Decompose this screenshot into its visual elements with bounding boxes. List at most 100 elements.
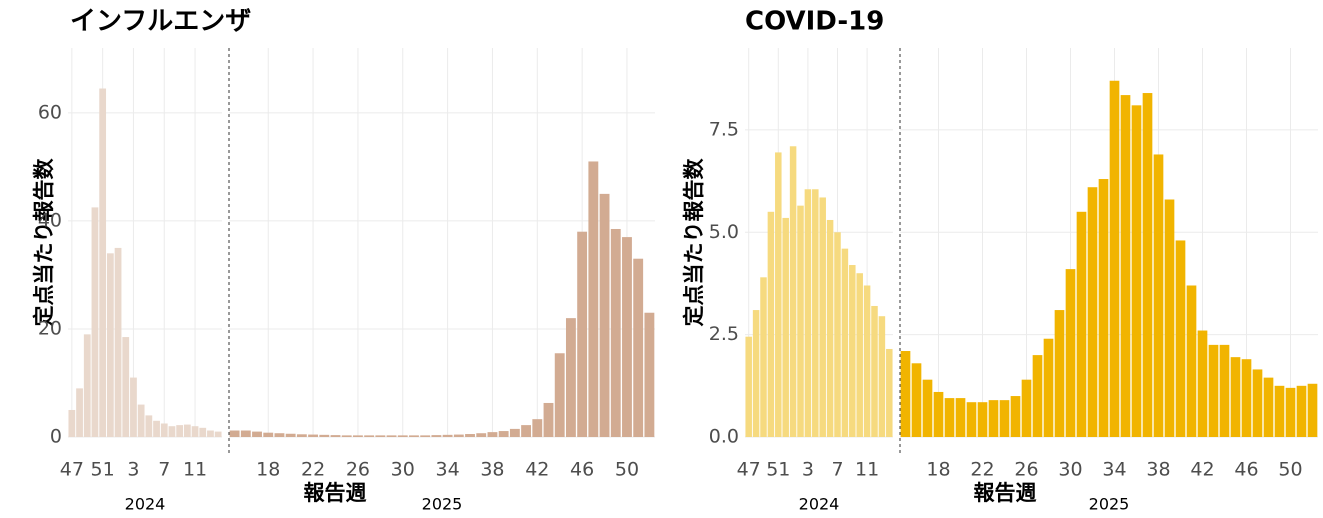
bar [1307, 383, 1318, 437]
x-tick-label: 51 [766, 459, 790, 481]
x-tick-label: 7 [831, 459, 843, 481]
bar [1175, 240, 1186, 437]
bar [966, 402, 977, 437]
bar [1043, 338, 1054, 437]
bar [565, 318, 576, 437]
bar [1032, 355, 1043, 437]
bar [375, 435, 386, 437]
bar [841, 248, 849, 437]
x-tick-label: 26 [1014, 459, 1038, 481]
bar [988, 400, 999, 437]
y-tick-label: 40 [38, 209, 62, 231]
bar [767, 211, 775, 437]
bar [1098, 179, 1109, 437]
x-tick-label: 11 [183, 459, 207, 481]
x-tick-label: 34 [1102, 459, 1126, 481]
x-tick-label: 50 [1278, 459, 1302, 481]
bar [263, 432, 274, 437]
bar [176, 425, 184, 437]
bar [1109, 80, 1120, 437]
bar [442, 434, 453, 437]
bar [364, 435, 375, 437]
bar [106, 253, 114, 437]
bar [745, 336, 752, 437]
x-tick-label: 3 [802, 459, 814, 481]
bar [760, 277, 767, 437]
bar [386, 435, 397, 437]
bar [252, 431, 262, 437]
y-tick-label: 2.5 [709, 323, 739, 345]
bar [521, 425, 532, 437]
bar [183, 424, 191, 437]
x-tick-label: 30 [391, 459, 415, 481]
bar [431, 435, 442, 437]
bar [465, 434, 475, 437]
x-tick-label: 18 [926, 459, 950, 481]
x-tick-label: 47 [737, 459, 761, 481]
x-tick-label: 22 [301, 459, 325, 481]
bar [999, 400, 1010, 437]
bar [871, 305, 878, 437]
bar [1230, 357, 1241, 437]
x-axis-title: 報告週 [974, 481, 1037, 505]
bar [130, 377, 137, 437]
x-tick-label: 38 [1146, 459, 1170, 481]
bar [797, 205, 804, 437]
bar [330, 435, 341, 437]
bar [1219, 344, 1230, 437]
bar [1054, 310, 1065, 437]
bar [420, 435, 431, 437]
bar [168, 426, 176, 437]
bar [229, 430, 240, 437]
bar [319, 434, 330, 437]
x-tick-label: 51 [91, 459, 115, 481]
x-tick-label: 46 [570, 459, 594, 481]
bar [1065, 269, 1076, 437]
bar [633, 258, 644, 437]
bar [812, 189, 819, 437]
y-tick-label: 20 [38, 317, 62, 339]
bar [977, 402, 988, 437]
bar [826, 219, 834, 437]
bar [933, 391, 944, 437]
bar [160, 423, 168, 437]
bar [886, 348, 893, 437]
bar [397, 435, 408, 437]
x-tick-label: 26 [346, 459, 370, 481]
bar [1010, 396, 1021, 437]
bar [863, 285, 871, 437]
bar [878, 316, 886, 437]
bar [782, 217, 789, 437]
bar [76, 388, 83, 437]
bar [91, 207, 99, 437]
bar [214, 431, 222, 437]
year-label: 2025 [422, 495, 463, 514]
x-tick-label: 34 [436, 459, 460, 481]
bar [409, 435, 419, 437]
x-tick-label: 30 [1058, 459, 1082, 481]
y-axis-title: 定点当たり報告数 [32, 158, 56, 327]
bar [944, 398, 955, 437]
y-axis-title: 定点当たり報告数 [682, 158, 706, 327]
x-tick-label: 50 [615, 459, 639, 481]
bar [199, 427, 207, 437]
y-tick-label: 0 [50, 426, 62, 448]
bar [122, 337, 130, 437]
y-tick-label: 0.0 [709, 426, 739, 448]
bar [911, 363, 922, 437]
y-tick-label: 60 [38, 101, 62, 123]
bar [476, 433, 487, 437]
bar [1186, 285, 1197, 437]
bar [285, 433, 296, 437]
bar [543, 402, 554, 437]
bar [1197, 330, 1208, 437]
bar [153, 420, 160, 437]
bar [145, 415, 153, 437]
bar [577, 231, 588, 437]
bar [1142, 93, 1153, 437]
bar [1076, 211, 1087, 437]
bar [834, 232, 841, 437]
year-label: 2025 [1089, 495, 1130, 514]
bar [1153, 154, 1164, 437]
bar [610, 228, 621, 437]
